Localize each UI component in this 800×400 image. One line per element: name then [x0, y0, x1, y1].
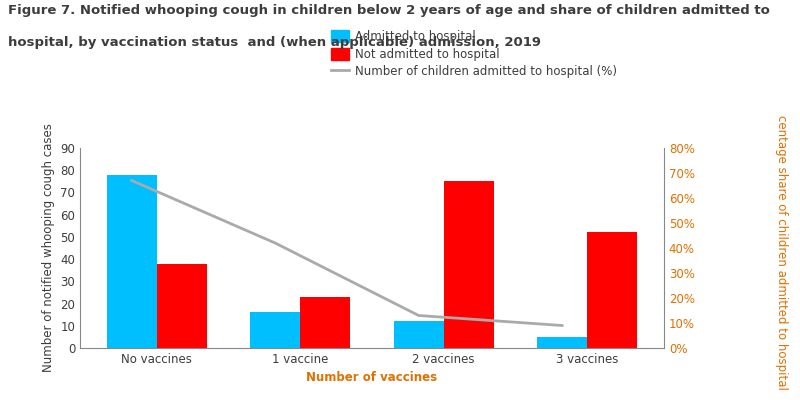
Bar — [444, 181, 494, 348]
Bar — [300, 297, 350, 348]
Bar — [587, 232, 638, 348]
Bar — [537, 337, 587, 348]
Bar — [394, 321, 444, 348]
Legend: Admitted to hospital, Not admitted to hospital, Number of children admitted to h: Admitted to hospital, Not admitted to ho… — [331, 30, 617, 78]
Bar — [106, 175, 157, 348]
Text: Figure 7. Notified whooping cough in children below 2 years of age and share of : Figure 7. Notified whooping cough in chi… — [8, 4, 770, 17]
Bar — [250, 312, 300, 348]
Text: hospital, by vaccination status  and (when applicable) admission, 2019: hospital, by vaccination status and (whe… — [8, 36, 541, 49]
X-axis label: Number of vaccines: Number of vaccines — [306, 372, 438, 384]
Bar — [157, 264, 207, 348]
Text: centage share of children admitted to hospital: centage share of children admitted to ho… — [775, 114, 788, 390]
Y-axis label: Number of notified whooping cough cases: Number of notified whooping cough cases — [42, 124, 54, 372]
